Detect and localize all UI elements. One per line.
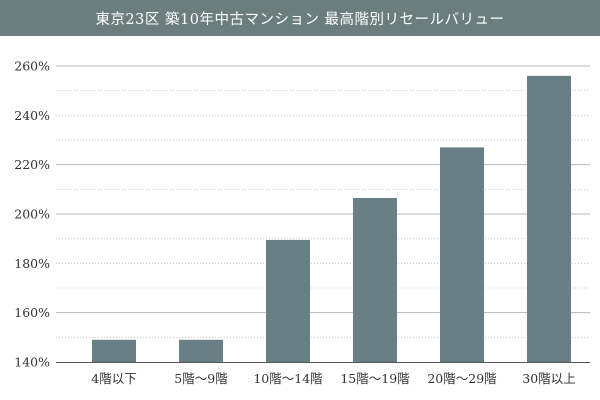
bar (353, 197, 397, 362)
y-tick-label: 200% (14, 207, 50, 222)
y-tick-label: 260% (14, 59, 50, 74)
bar (527, 75, 571, 362)
x-category-label: 10階～14階 (253, 371, 323, 386)
y-tick-label: 180% (14, 256, 50, 271)
bar (92, 339, 136, 362)
title-bar: 東京23区 築10年中古マンション 最高階別リセールバリュー (0, 0, 600, 36)
bar (266, 239, 310, 362)
y-tick-label: 220% (14, 157, 50, 172)
x-category-label: 4階以下 (91, 371, 136, 386)
bar (179, 339, 223, 362)
y-tick-label: 160% (14, 305, 50, 320)
x-category-label: 5階～9階 (174, 371, 228, 386)
x-category-label: 20階～29階 (427, 371, 497, 386)
bar (440, 147, 484, 362)
x-category-label: 30階以上 (522, 371, 575, 386)
y-tick-label: 240% (14, 108, 50, 123)
chart-title: 東京23区 築10年中古マンション 最高階別リセールバリュー (95, 11, 505, 28)
y-tick-label: 140% (14, 355, 50, 370)
x-category-label: 15階～19階 (340, 371, 410, 386)
